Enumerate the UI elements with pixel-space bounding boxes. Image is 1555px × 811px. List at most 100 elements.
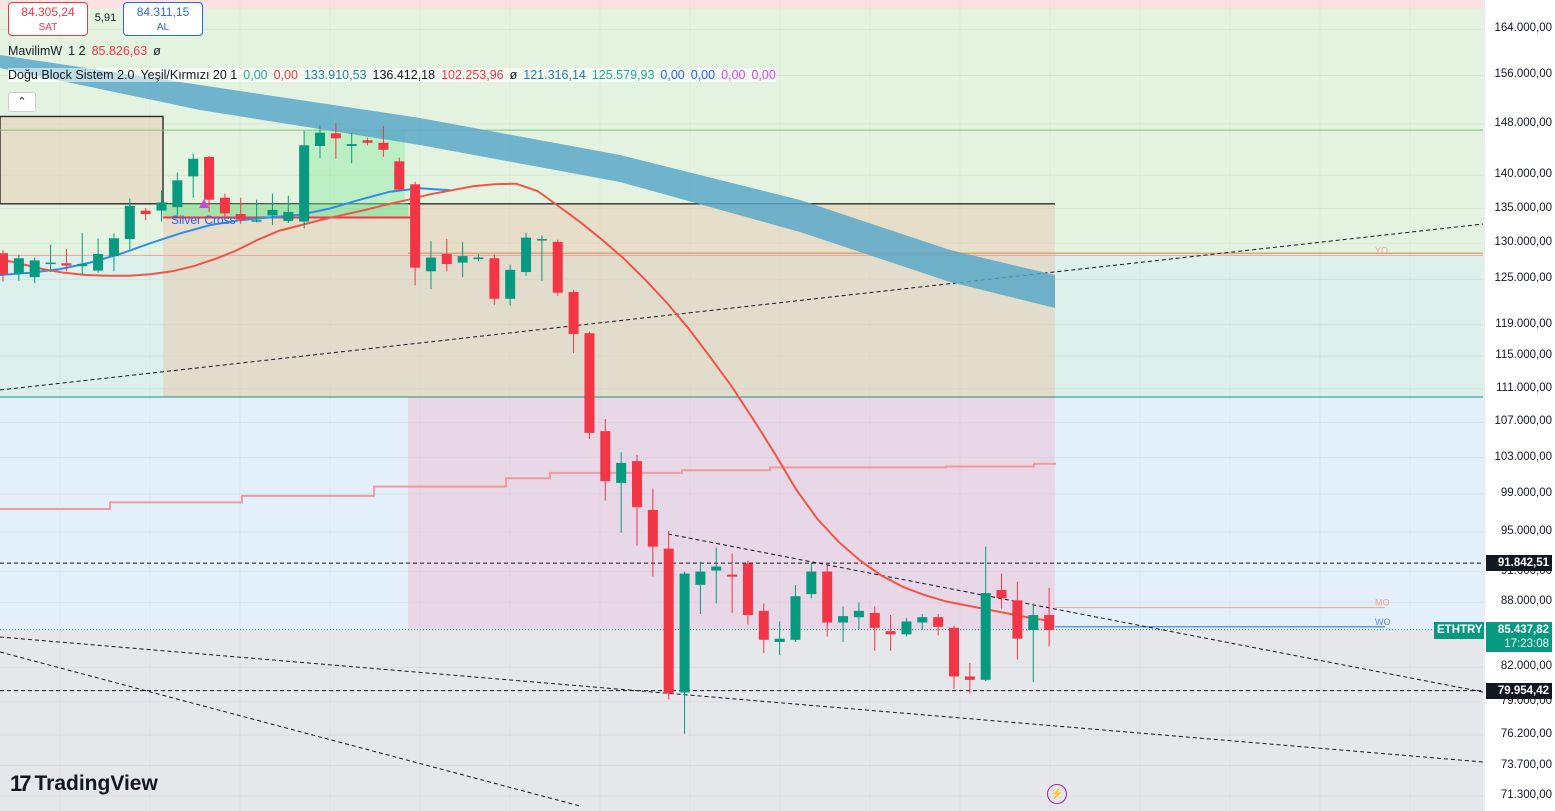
y-axis-tick: 148.000,00 [1494,116,1552,129]
indicator-value: ø [509,68,518,82]
candle-body [140,210,151,215]
indicator-value: 0,00 [721,68,746,82]
indicator-legend-mavilimw[interactable]: MavilimW 1 2 85.826,63 ø [8,44,161,58]
candle-body [251,220,262,222]
candle-body [758,610,769,640]
candle-body [521,237,532,273]
candle-body [885,631,896,635]
candle-body [695,571,706,585]
ma-line [0,462,1056,510]
candle-body [711,566,722,571]
candle-body [346,144,357,146]
last-price-value: 85.437,82 [1497,623,1549,636]
indicator-params: Yeşil/Kırmızı 20 1 [140,68,238,82]
drop-box [408,397,1055,631]
y-axis-tick: 111.000,00 [1496,381,1552,394]
sell-price: 84.305,24 [21,5,75,19]
candle-body [61,263,72,266]
y-axis-tick: 140.000,00 [1494,168,1552,181]
indicator-value: 102.253,96 [441,68,504,82]
last-price-tag[interactable]: 85.437,82 17:23:08 [1486,621,1552,652]
y-axis-tick: 115.000,00 [1495,349,1552,362]
candle-body [552,241,563,293]
candle-body [235,214,246,220]
zone-label: YO [1375,245,1388,255]
logo-mark: 17 [10,771,32,796]
symbol-tag[interactable]: ETHTRY [1434,621,1484,639]
trendline-steep [0,651,581,807]
candle-body [584,333,595,433]
candle-body [996,589,1007,599]
mavilimw-line [0,182,1054,623]
level-price-tag[interactable]: 91.842,51 [1486,555,1552,572]
level-price-tag[interactable]: 79.954,42 [1486,682,1552,699]
sell-label: SAT [38,22,58,33]
candle-body [45,262,56,265]
candle-body [13,258,24,274]
candle-body [473,257,484,260]
candle-body [378,142,389,150]
chevron-up-icon: ⌃ [17,96,27,108]
indicator-value: ø [153,44,161,58]
candle-body [600,431,611,482]
trendline-resistance [667,533,1484,693]
buy-price: 84.311,15 [136,5,190,19]
candle-body [93,253,104,271]
candle-body [901,621,912,635]
indicator-value: 0,00 [690,68,716,82]
candle-body [441,253,452,265]
y-axis-tick: 95.000,00 [1500,524,1552,537]
lightning-icon[interactable]: ⚡ [1047,784,1067,804]
candle-body [949,627,959,677]
y-axis-tick: 73.700,00 [1500,758,1552,771]
indicator-legend-dogu-block[interactable]: Doğu Block Sistem 2.0 Yeşil/Kırmızı 20 1 0… [8,68,776,82]
candle-body [315,132,325,146]
indicator-name: Doğu Block Sistem 2.0 [8,68,135,82]
candle-body [774,638,785,642]
buy-price-button[interactable]: 84.311,15 AL [123,2,203,36]
tradingview-logo[interactable]: 17 TradingView [10,771,158,797]
blue-band [0,55,1055,308]
candle-body [1028,615,1039,631]
candle-body [663,548,674,694]
candle-body [853,610,864,618]
zone-grey [0,630,1483,811]
candle-body [204,156,215,200]
candle-body [917,617,928,623]
silver-cross-label: Silver Cross [171,213,236,227]
candle-body [156,202,167,211]
candle-body [219,197,230,214]
indicator-value: 136.412,18 [372,68,436,82]
indicator-value: 0,00 [243,68,268,82]
indicator-value: 0,00 [273,68,298,82]
candle-body [632,461,642,508]
y-axis-tick: 119.000,00 [1495,317,1552,330]
y-axis-tick: 135.000,00 [1494,201,1552,214]
y-axis-tick: 130.000,00 [1494,236,1552,249]
candle-body [505,269,516,299]
indicator-value: 121.316,14 [523,68,586,82]
y-axis-tick: 164.000,00 [1494,22,1552,35]
y-axis-tick: 76.200,00 [1500,727,1552,740]
candle-body [568,291,579,334]
candle-body [188,158,199,177]
candle-body [29,260,40,278]
trendline-up [0,223,1484,391]
range-box-left [0,115,164,205]
candle-body [299,145,310,222]
candle-body [457,256,468,263]
sell-price-button[interactable]: 84.305,24 SAT [8,2,88,36]
candle-body [822,571,833,623]
collapse-legend-button[interactable]: ⌃ [8,92,36,112]
candle-body [1044,615,1055,631]
indicator-value: 125.579,93 [591,68,655,82]
candle-body [394,161,405,190]
candle-body [838,616,849,623]
y-axis-tick: 103.000,00 [1494,450,1552,463]
silver-cross-marker [199,199,209,208]
zone-top [0,0,1483,9]
candle-body [0,253,8,275]
y-axis-tick: 125.000,00 [1494,272,1552,285]
candle-body [1012,600,1023,639]
